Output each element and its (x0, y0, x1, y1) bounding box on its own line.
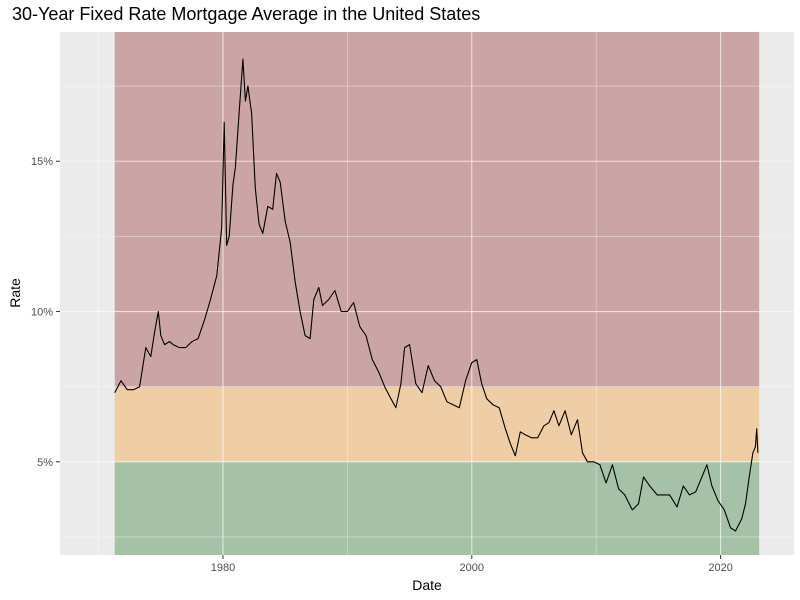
y-tick-label-1: 10% (31, 307, 53, 319)
rate-band-0 (114, 461, 760, 555)
x-axis-title: Date (412, 577, 442, 593)
axes: 1980 2000 2020 5% 10% 15% (31, 156, 733, 574)
series-group (114, 58, 759, 532)
x-tick-label-0: 1980 (211, 562, 235, 574)
y-tick-label-2: 15% (31, 156, 53, 168)
series-line-0 (114, 58, 759, 532)
rate-bands (114, 32, 760, 555)
rate-band-1 (114, 386, 760, 462)
rate-band-2 (114, 32, 760, 387)
x-tick-label-2: 2020 (708, 562, 732, 574)
x-tick-label-1: 2000 (460, 562, 484, 574)
y-tick-label-0: 5% (37, 457, 53, 469)
grid-lines (60, 32, 794, 555)
chart-title: 30-Year Fixed Rate Mortgage Average in t… (12, 4, 481, 24)
y-axis-title: Rate (7, 278, 23, 308)
